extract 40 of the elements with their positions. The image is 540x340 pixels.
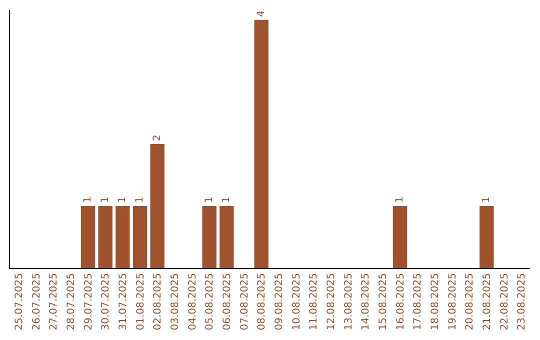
x-tick-label: 09.08.2025: [274, 273, 285, 330]
x-tick-label: 03.08.2025: [170, 273, 181, 330]
x-tick-label: 25.07.2025: [14, 273, 25, 330]
x-tick-label: 08.08.2025: [256, 273, 268, 330]
x-tick-label: 31.07.2025: [118, 273, 129, 330]
x-tick-label: 14.08.2025: [360, 273, 372, 330]
data-label: 1: [221, 196, 232, 203]
x-tick-label: 02.08.2025: [152, 273, 164, 330]
data-label: 1: [82, 196, 94, 203]
data-label: 1: [204, 196, 215, 203]
x-tick-label: 20.08.2025: [464, 273, 476, 330]
x-tick-label: 21.08.2025: [482, 273, 493, 330]
x-tick-label: 12.08.2025: [326, 273, 337, 330]
x-tick-label: 04.08.2025: [187, 273, 198, 330]
data-label: 1: [394, 196, 406, 203]
x-tick-label: 06.08.2025: [222, 273, 233, 330]
data-label: 2: [152, 134, 163, 141]
data-label: 1: [100, 196, 111, 203]
x-tick-label: 17.08.2025: [412, 273, 424, 330]
data-label: 1: [481, 196, 492, 203]
x-tick-label: 19.08.2025: [447, 273, 458, 330]
data-label: 1: [134, 196, 146, 203]
x-tick-label: 27.07.2025: [48, 273, 60, 330]
x-tick-label: 15.08.2025: [378, 273, 389, 330]
x-tick-label: 11.08.2025: [308, 273, 320, 330]
x-tick-label: 16.08.2025: [395, 273, 406, 330]
x-tick-label: 13.08.2025: [343, 273, 354, 330]
x-tick-label: 10.08.2025: [291, 273, 302, 330]
data-label: 4: [256, 10, 267, 17]
x-tick-label: 23.08.2025: [516, 273, 528, 330]
x-tick-label: 01.08.2025: [135, 273, 146, 330]
x-tick-label: 22.08.2025: [499, 273, 510, 330]
x-tick-label: 07.08.2025: [239, 273, 250, 330]
x-tick-label: 30.07.2025: [100, 273, 112, 330]
data-label: 1: [117, 196, 128, 203]
x-tick-label: 26.07.2025: [31, 273, 42, 330]
x-tick-label: 28.07.2025: [66, 273, 77, 330]
x-tick-label: 18.08.2025: [430, 273, 441, 330]
x-tick-label: 29.07.2025: [83, 273, 94, 330]
x-tick-label: 05.08.2025: [204, 273, 216, 330]
